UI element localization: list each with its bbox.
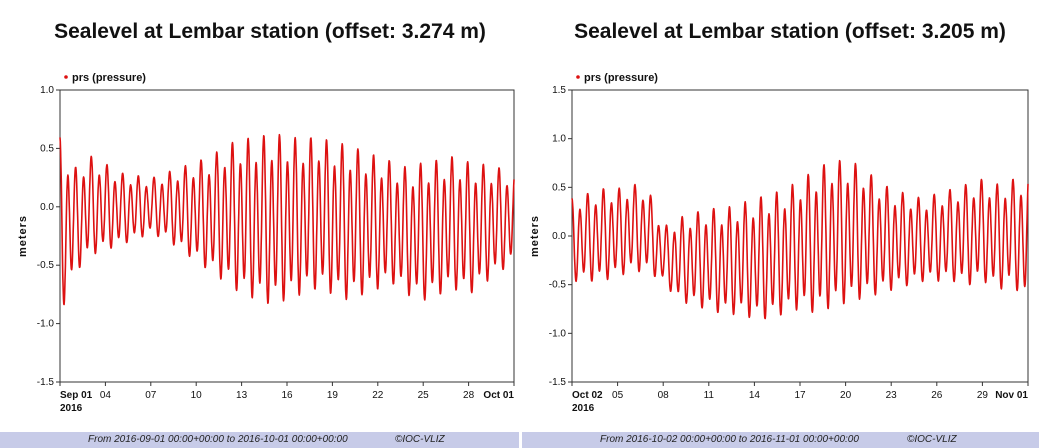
date-range-text: From 2016-09-01 00:00+00:00 to 2016-10-0… <box>88 434 348 445</box>
y-tick-label: -1.5 <box>37 377 55 388</box>
chart-footer: From 2016-10-02 00:00+00:00 to 2016-11-0… <box>522 432 1039 448</box>
y-tick-label: -1.5 <box>549 377 567 388</box>
x-tick-label: Nov 01 <box>995 390 1028 401</box>
x-tick-label: 28 <box>463 390 475 401</box>
y-tick-label: 1.0 <box>552 134 566 145</box>
x-tick-label: 07 <box>145 390 157 401</box>
legend-label: prs (pressure) <box>72 72 146 84</box>
chart-title: Sealevel at Lembar station (offset: 3.27… <box>54 20 486 43</box>
x-tick-label: Oct 01 <box>483 390 514 401</box>
x-tick-label: Oct 02 <box>572 390 603 401</box>
y-tick-label: 0.0 <box>552 231 566 242</box>
y-tick-label: 1.5 <box>552 85 566 96</box>
legend-marker <box>64 75 68 79</box>
chart-title: Sealevel at Lembar station (offset: 3.20… <box>574 20 1006 43</box>
legend-marker <box>576 75 580 79</box>
x-tick-label: 16 <box>281 390 293 401</box>
y-tick-label: -0.5 <box>37 260 55 271</box>
chart-september: Sealevel at Lembar station (offset: 3.27… <box>17 20 515 414</box>
y-axis-label: meters <box>529 215 541 257</box>
chart-footer: From 2016-09-01 00:00+00:00 to 2016-10-0… <box>0 432 519 448</box>
credit-text: ©IOC-VLIZ <box>907 434 957 445</box>
x-tick-label: 19 <box>327 390 339 401</box>
legend-label: prs (pressure) <box>584 72 658 84</box>
x-tick-label: 10 <box>191 390 203 401</box>
y-axis-label: meters <box>17 215 29 257</box>
x-tick-label: 04 <box>100 390 112 401</box>
y-tick-label: -0.5 <box>549 280 567 291</box>
date-range-text: From 2016-10-02 00:00+00:00 to 2016-11-0… <box>600 434 859 445</box>
y-tick-label: 0.0 <box>40 202 54 213</box>
x-tick-label: 14 <box>749 390 761 401</box>
y-tick-label: -1.0 <box>549 328 567 339</box>
series-line-prs <box>59 133 515 306</box>
x-tick-label: 26 <box>931 390 943 401</box>
x-tick-label: 29 <box>977 390 989 401</box>
y-tick-label: 0.5 <box>40 143 54 154</box>
x-tick-year: 2016 <box>572 403 595 414</box>
x-tick-label: 11 <box>704 390 715 401</box>
x-tick-year: 2016 <box>60 403 83 414</box>
x-tick-label: 23 <box>886 390 898 401</box>
x-tick-label: 20 <box>840 390 852 401</box>
chart-panel-september: Sealevel at Lembar station (offset: 3.27… <box>0 0 519 448</box>
y-tick-label: -1.0 <box>37 319 55 330</box>
y-tick-label: 1.0 <box>40 85 54 96</box>
x-tick-label: 22 <box>372 390 384 401</box>
x-tick-label: 25 <box>418 390 430 401</box>
credit-text: ©IOC-VLIZ <box>395 434 445 445</box>
x-tick-label: Sep 01 <box>60 390 93 401</box>
series-line-prs <box>571 159 1029 320</box>
y-tick-label: 0.5 <box>552 182 566 193</box>
chart-panel-october: Sealevel at Lembar station (offset: 3.20… <box>522 0 1039 448</box>
x-tick-label: 13 <box>236 390 248 401</box>
x-tick-label: 05 <box>612 390 624 401</box>
x-tick-label: 08 <box>658 390 670 401</box>
x-tick-label: 17 <box>794 390 806 401</box>
chart-october: Sealevel at Lembar station (offset: 3.20… <box>529 20 1029 414</box>
